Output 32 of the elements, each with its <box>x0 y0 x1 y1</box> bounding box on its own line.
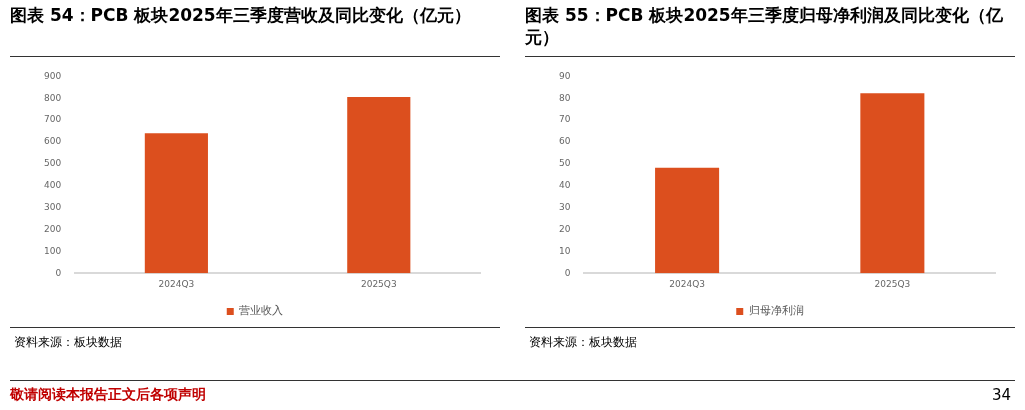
x-tick-label: 2025Q3 <box>360 278 397 289</box>
y-tick-label: 200 <box>43 223 62 234</box>
y-tick-label: 70 <box>559 114 571 125</box>
chart-title: 图表 55：PCB 板块2025年三季度归母净利润及同比变化（亿元） <box>525 4 1004 49</box>
y-tick-label: 90 <box>559 70 571 81</box>
legend-label: 归母净利润 <box>748 304 804 318</box>
y-tick-label: 500 <box>43 158 62 169</box>
y-tick-label: 700 <box>43 114 62 125</box>
y-tick-label: 900 <box>43 70 62 81</box>
y-tick-label: 50 <box>559 158 571 169</box>
y-tick-label: 10 <box>559 245 571 256</box>
y-tick-label: 60 <box>559 136 571 147</box>
y-tick-label: 20 <box>559 223 571 234</box>
text: 资料来源：板块数据 <box>528 334 638 351</box>
y-tick-label: 100 <box>43 245 62 256</box>
x-tick-label: 2024Q3 <box>158 278 195 289</box>
y-tick-label: 40 <box>559 180 571 191</box>
y-tick-label: 30 <box>559 201 571 212</box>
y-tick-label: 300 <box>43 201 62 212</box>
chart-title: 图表 54：PCB 板块2025年三季度营收及同比变化（亿元） <box>10 4 472 27</box>
y-tick-label: 0 <box>55 267 62 278</box>
x-tick-label: 2024Q3 <box>669 278 705 289</box>
y-tick-label: 0 <box>564 267 571 278</box>
text: 资料来源：板块数据 <box>13 334 123 351</box>
y-tick-label: 600 <box>43 136 62 147</box>
y-tick-label: 400 <box>43 180 62 191</box>
x-tick-label: 2025Q3 <box>874 278 911 289</box>
legend-label: 营业收入 <box>239 304 284 318</box>
text: 敬请阅读本报告正文后各项声明 <box>10 386 206 402</box>
y-tick-label: 800 <box>43 92 62 103</box>
text: 34 <box>991 386 1011 404</box>
y-tick-label: 80 <box>559 92 571 103</box>
